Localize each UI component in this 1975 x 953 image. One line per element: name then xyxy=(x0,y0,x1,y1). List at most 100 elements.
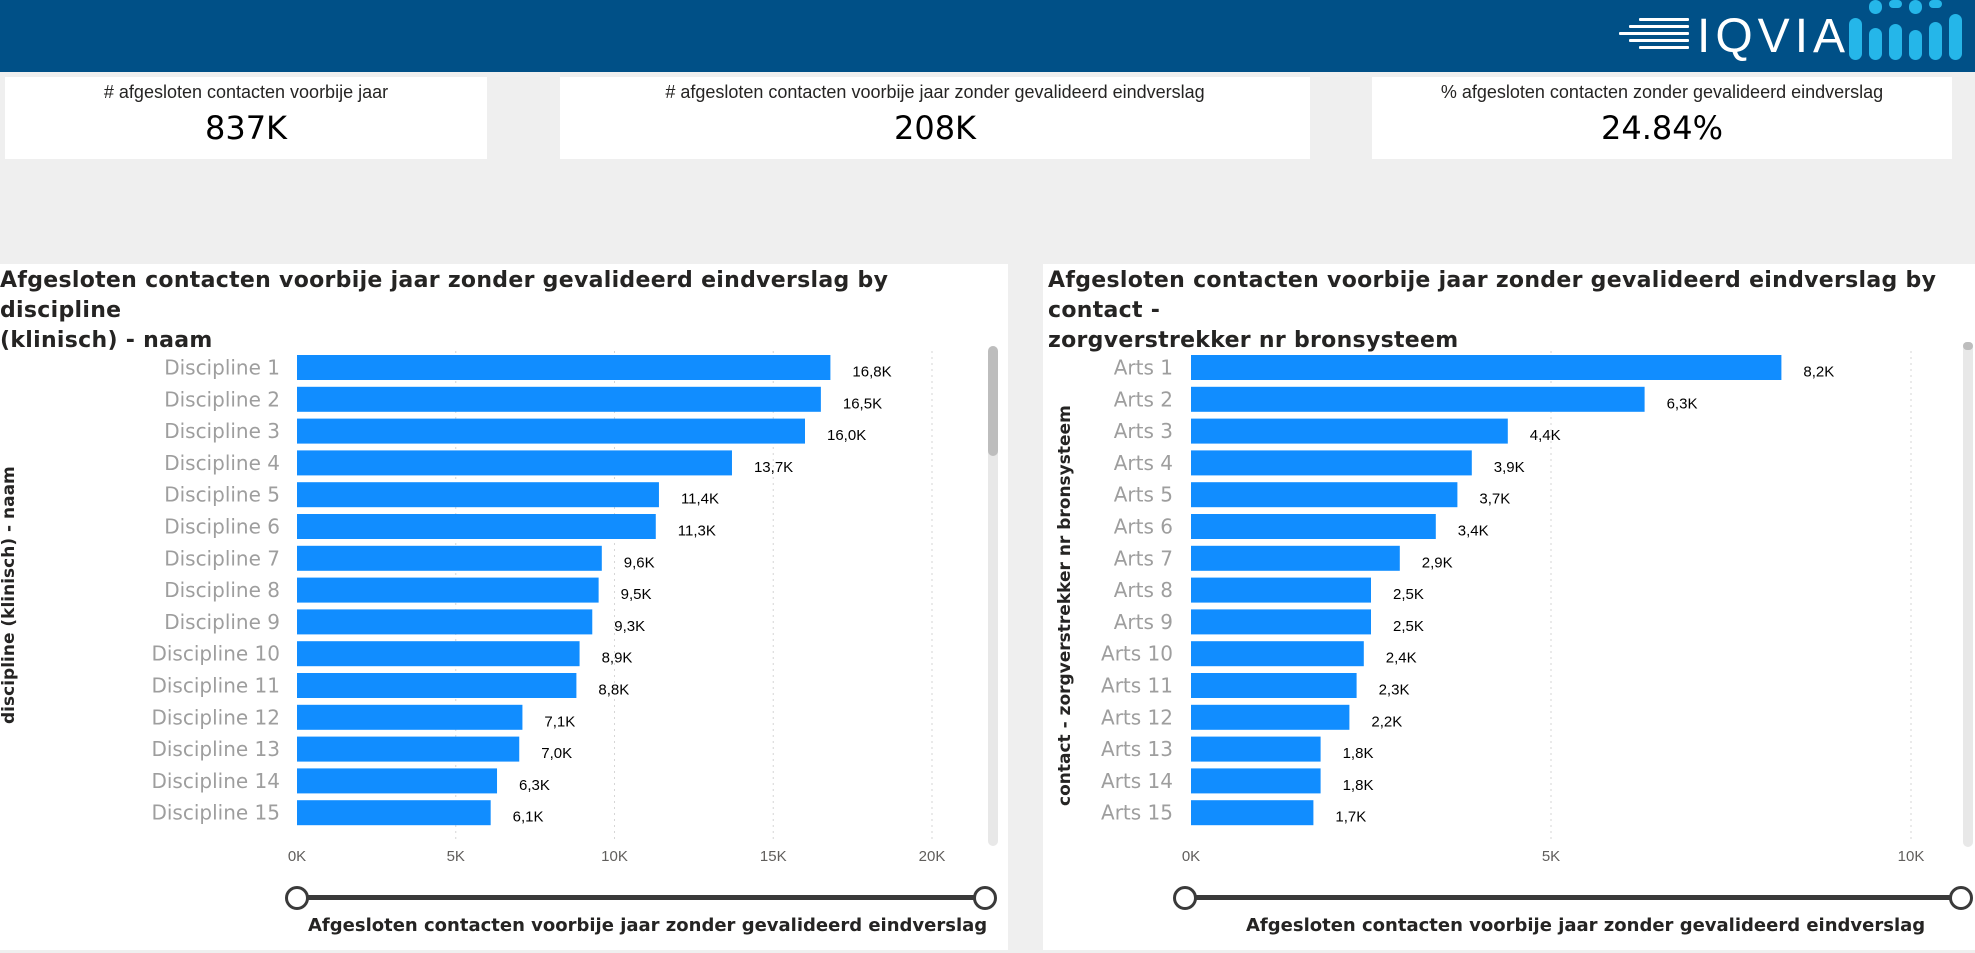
vertical-scrollbar[interactable] xyxy=(988,346,998,846)
bar xyxy=(1191,418,1508,444)
category-label: Arts 3 xyxy=(1114,419,1173,443)
data-label: 6,3K xyxy=(1667,395,1698,412)
slider-track xyxy=(295,895,987,900)
data-label: 2,5K xyxy=(1393,586,1424,603)
chart-title: Afgesloten contacten voorbije jaar zonde… xyxy=(0,268,889,353)
bar-chart-discipline: 0K 5K 10K 15K 20K Discipline 1 16,8K Discipline… xyxy=(151,351,946,865)
bar xyxy=(1191,545,1400,571)
scrollbar-thumb[interactable] xyxy=(1963,342,1973,350)
chart-title: Afgesloten contacten voorbije jaar zonde… xyxy=(1048,268,1937,353)
category-label: Arts 6 xyxy=(1114,515,1173,539)
x-tick-label: 5K xyxy=(1542,848,1560,865)
data-label: 6,1K xyxy=(513,809,544,826)
x-tick-label: 10K xyxy=(1898,848,1925,865)
logo-text: IQVIA xyxy=(1697,10,1851,63)
chart-panel-discipline[interactable]: Afgesloten contacten voorbije jaar zonde… xyxy=(0,264,1008,950)
bar xyxy=(297,609,593,635)
x-tick-label: 0K xyxy=(1182,848,1200,865)
category-label: Discipline 11 xyxy=(151,674,280,698)
header-bar: IQVIA xyxy=(0,0,1975,72)
bar xyxy=(1191,514,1436,539)
data-label: 2,2K xyxy=(1371,713,1402,730)
bar xyxy=(297,577,599,603)
logo-dots-icon xyxy=(1845,0,1975,72)
data-label: 2,5K xyxy=(1393,618,1424,635)
data-label: 4,4K xyxy=(1530,427,1561,444)
bar xyxy=(1191,768,1321,794)
category-label: Arts 13 xyxy=(1101,737,1173,761)
category-label: Arts 10 xyxy=(1101,642,1173,666)
data-label: 2,4K xyxy=(1386,650,1417,667)
category-label: Discipline 3 xyxy=(164,419,280,443)
kpi-card-total[interactable]: # afgesloten contacten voorbije jaar 837… xyxy=(5,77,487,159)
data-label: 9,3K xyxy=(614,618,645,635)
category-label: Discipline 10 xyxy=(151,642,280,666)
data-label: 16,0K xyxy=(827,427,866,444)
x-tick-label: 15K xyxy=(760,848,787,865)
kpi-value: 837K xyxy=(204,109,288,147)
category-label: Arts 1 xyxy=(1114,356,1173,380)
data-label: 11,4K xyxy=(681,491,719,508)
bar xyxy=(297,673,577,698)
bar xyxy=(1191,641,1364,667)
data-label: 9,6K xyxy=(624,554,655,571)
x-tick-label: 10K xyxy=(601,848,628,865)
kpi-value: 208K xyxy=(893,109,977,147)
category-label: Discipline 9 xyxy=(164,610,280,634)
data-label: 3,9K xyxy=(1494,459,1525,476)
kpi-label: % afgesloten contacten zonder gevalideer… xyxy=(1440,82,1884,102)
x-axis-title: Afgesloten contacten voorbije jaar zonde… xyxy=(1246,915,1926,936)
chart-panel-contact[interactable]: Afgesloten contacten voorbije jaar zonde… xyxy=(1043,264,1975,950)
data-label: 16,5K xyxy=(843,395,882,412)
bar xyxy=(297,545,602,571)
slider-start-handle[interactable] xyxy=(285,886,309,910)
bar xyxy=(297,418,805,444)
category-label: Discipline 15 xyxy=(151,801,280,825)
kpi-card-percentage[interactable]: % afgesloten contacten zonder gevalideer… xyxy=(1372,77,1952,159)
bar xyxy=(1191,450,1472,476)
x-axis-zoom-slider[interactable] xyxy=(285,886,997,910)
x-axis-title: Afgesloten contacten voorbije jaar zonde… xyxy=(308,915,988,936)
data-label: 8,2K xyxy=(1803,364,1834,381)
category-label: Arts 5 xyxy=(1114,483,1173,507)
bar xyxy=(1191,609,1371,635)
x-axis-zoom-slider[interactable] xyxy=(1173,886,1973,910)
data-label: 2,3K xyxy=(1379,682,1410,699)
category-label: Discipline 13 xyxy=(151,737,280,761)
slider-start-handle[interactable] xyxy=(1173,886,1197,910)
data-label: 8,8K xyxy=(598,682,629,699)
data-label: 1,8K xyxy=(1343,745,1374,762)
bar xyxy=(297,704,523,730)
data-label: 8,9K xyxy=(602,650,633,667)
kpi-value: 24.84% xyxy=(1600,109,1723,147)
slider-end-handle[interactable] xyxy=(1949,886,1973,910)
data-label: 9,5K xyxy=(621,586,652,603)
bar xyxy=(1191,800,1314,826)
scrollbar-thumb[interactable] xyxy=(988,346,998,456)
x-tick-label: 20K xyxy=(919,848,946,865)
x-tick-label: 0K xyxy=(288,848,306,865)
kpi-label: # afgesloten contacten voorbije jaar zon… xyxy=(665,82,1205,102)
data-label: 7,0K xyxy=(541,745,572,762)
data-label: 11,3K xyxy=(678,523,716,540)
bar xyxy=(1191,736,1321,762)
bar xyxy=(297,641,580,667)
kpi-card-without-report[interactable]: # afgesloten contacten voorbije jaar zon… xyxy=(560,77,1310,159)
category-label: Discipline 12 xyxy=(151,705,280,729)
category-label: Discipline 6 xyxy=(164,515,280,539)
bar xyxy=(297,482,659,508)
category-label: Discipline 4 xyxy=(164,451,280,475)
slider-end-handle[interactable] xyxy=(973,886,997,910)
vertical-scrollbar[interactable] xyxy=(1963,342,1973,847)
category-label: Arts 8 xyxy=(1114,578,1173,602)
category-label: Discipline 8 xyxy=(164,578,280,602)
iqvia-logo: IQVIA xyxy=(1615,0,1975,72)
bar xyxy=(297,386,821,412)
data-label: 16,8K xyxy=(852,364,891,381)
bar xyxy=(1191,386,1645,412)
data-label: 1,7K xyxy=(1335,809,1366,826)
bar xyxy=(1191,577,1371,603)
bar xyxy=(1191,704,1350,730)
category-label: Arts 9 xyxy=(1114,610,1173,634)
data-label: 7,1K xyxy=(544,713,575,730)
